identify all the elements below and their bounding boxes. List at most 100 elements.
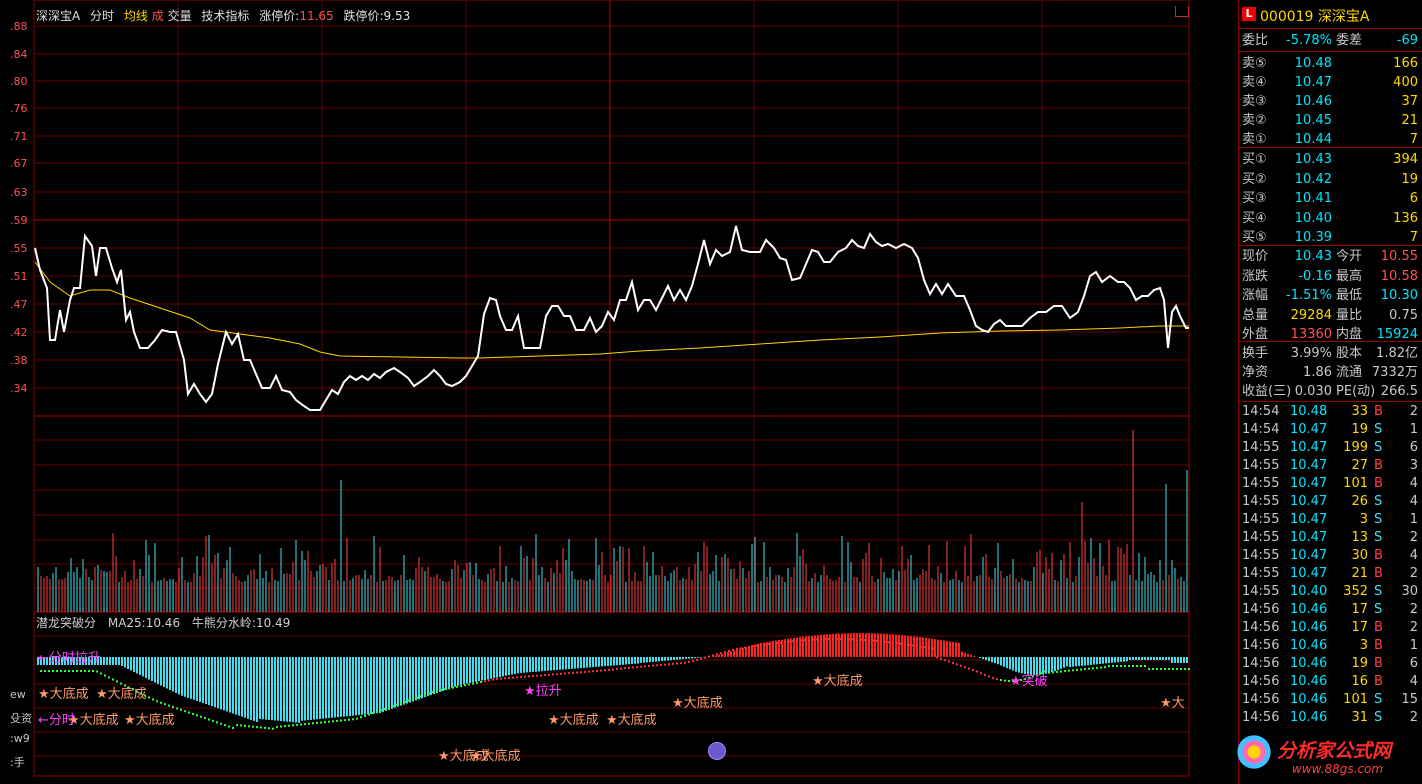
tick-price: 10.46 bbox=[1290, 692, 1328, 707]
indicator-dot bbox=[804, 639, 806, 642]
buy-level-row: 买① 10.43 394 bbox=[1242, 151, 1418, 169]
indicator-dot bbox=[416, 696, 418, 699]
indicator-dot bbox=[1052, 671, 1054, 674]
indicator-dot bbox=[696, 658, 698, 661]
indicator-dot bbox=[1132, 665, 1134, 667]
tick-side: S bbox=[1374, 692, 1383, 707]
indicator-dot bbox=[520, 676, 522, 678]
tick-count: 3 bbox=[1409, 458, 1418, 473]
indicator-dot bbox=[488, 679, 490, 682]
tick-time: 14:54 bbox=[1242, 422, 1280, 437]
divider bbox=[1238, 245, 1422, 246]
indicator-dot bbox=[540, 674, 542, 677]
indicator-dot bbox=[856, 638, 858, 641]
finance-label: 股本 bbox=[1336, 346, 1363, 361]
indicator-dot bbox=[872, 639, 874, 642]
indicator-dot bbox=[356, 717, 358, 720]
indicator-dot bbox=[164, 703, 166, 706]
stock-title-name: 深深宝A bbox=[1317, 9, 1370, 25]
indicator-dot bbox=[440, 689, 442, 691]
tab-fenshi[interactable]: 分时 bbox=[90, 9, 115, 23]
indicator-dot bbox=[720, 652, 722, 655]
tick-row: 14:56 10.46 101 S 15 bbox=[1242, 691, 1418, 709]
quote-row: 外盘 13360 内盘 15924 bbox=[1242, 326, 1418, 344]
indicator-dot bbox=[568, 672, 570, 675]
tick-side: B bbox=[1374, 476, 1383, 491]
indicator-dot bbox=[248, 725, 250, 728]
finance-row: 净资 1.86 流通 7332万 bbox=[1242, 364, 1418, 382]
tab-junxian[interactable]: 均线 bbox=[123, 9, 148, 23]
tick-volume: 19 bbox=[1351, 422, 1368, 437]
indicator-dot bbox=[476, 681, 478, 684]
quote-label: 现价 bbox=[1242, 249, 1269, 264]
buy-level-volume: 394 bbox=[1393, 152, 1418, 167]
indicator-dot bbox=[408, 699, 410, 702]
quote-row: 总量 29284 量比 0.75 bbox=[1242, 307, 1418, 325]
indicator-dot bbox=[628, 666, 630, 669]
tick-side: B bbox=[1374, 656, 1383, 671]
intraday-chart[interactable]: .88 .84 .80 .76 .71 .67 .63 .59 .55 .51 .47 .42 .38.… bbox=[0, 0, 1236, 784]
indicator-dot bbox=[52, 670, 54, 672]
indicator-dot bbox=[960, 664, 962, 667]
signal-label: ★大底成 bbox=[470, 749, 521, 764]
indicator-dot bbox=[376, 710, 378, 713]
indicator-dot bbox=[144, 694, 146, 697]
indicator-dot bbox=[556, 673, 558, 676]
quote-label: 今开 bbox=[1336, 249, 1363, 264]
indicator-dot bbox=[288, 724, 290, 727]
indicator-dot bbox=[112, 678, 114, 681]
tick-volume: 3 bbox=[1359, 638, 1368, 653]
indicator-dot bbox=[400, 702, 402, 705]
tab-cheng[interactable]: 成 bbox=[151, 9, 164, 23]
quote-value: 0.75 bbox=[1389, 307, 1418, 323]
indicator-dot bbox=[1160, 668, 1162, 670]
indicator-dot bbox=[1104, 666, 1106, 669]
price-line bbox=[34, 225, 1189, 411]
indicator-dot bbox=[968, 667, 970, 670]
tick-count: 30 bbox=[1401, 584, 1418, 599]
indicator-dot bbox=[1184, 668, 1186, 670]
finance-label: 收益(三) bbox=[1242, 384, 1292, 399]
signal-label: ★大底成 bbox=[124, 713, 175, 728]
indicator-dot bbox=[1004, 679, 1006, 682]
indicator-dot bbox=[988, 675, 990, 678]
tick-price: 10.47 bbox=[1290, 530, 1328, 545]
tab-jishu[interactable]: 技术指标 bbox=[201, 9, 250, 23]
sell-level-price: 10.46 bbox=[1294, 94, 1332, 109]
quote-label: 量比 bbox=[1336, 307, 1363, 323]
watermark-text: 分析家公式网 bbox=[1277, 740, 1392, 762]
indicator-dot bbox=[448, 687, 450, 690]
indicator-dot bbox=[80, 670, 82, 672]
tick-time: 14:54 bbox=[1242, 404, 1280, 419]
tab-jiaoliang[interactable]: 交量 bbox=[167, 9, 192, 23]
indicator-dot bbox=[328, 720, 330, 723]
y-tick-label: .88 bbox=[10, 20, 28, 33]
indicator-dot bbox=[1140, 665, 1142, 667]
signal-label: ★大底成 bbox=[38, 687, 89, 702]
tick-count: 2 bbox=[1409, 404, 1418, 419]
indicator-dot bbox=[132, 688, 134, 691]
indicator-dot bbox=[200, 715, 202, 718]
indicator-dot bbox=[684, 661, 686, 664]
indicator-dot bbox=[632, 666, 634, 669]
indicator-dot bbox=[1176, 668, 1178, 670]
indicator-dot bbox=[716, 653, 718, 656]
indicator-dot bbox=[136, 690, 138, 693]
tick-count: 1 bbox=[1409, 638, 1418, 653]
tick-time: 14:55 bbox=[1242, 512, 1280, 527]
finance-label: 流通 bbox=[1336, 365, 1363, 380]
indicator-dot bbox=[584, 670, 586, 673]
tick-side: B bbox=[1374, 566, 1383, 581]
tick-count: 1 bbox=[1409, 512, 1418, 527]
buy-level-price: 10.39 bbox=[1294, 230, 1332, 245]
tick-row: 14:55 10.47 13 S 2 bbox=[1242, 529, 1418, 547]
indicator-dot bbox=[688, 661, 690, 664]
indicator-dot bbox=[240, 724, 242, 727]
tick-row: 14:55 10.47 26 S 4 bbox=[1242, 493, 1418, 511]
indicator-dot bbox=[1036, 673, 1038, 676]
expand-icon[interactable] bbox=[1175, 6, 1189, 17]
tick-time: 14:55 bbox=[1242, 458, 1280, 473]
indicator-dot bbox=[668, 663, 670, 666]
tick-price: 10.47 bbox=[1290, 458, 1328, 473]
indicator-dot bbox=[492, 678, 494, 681]
